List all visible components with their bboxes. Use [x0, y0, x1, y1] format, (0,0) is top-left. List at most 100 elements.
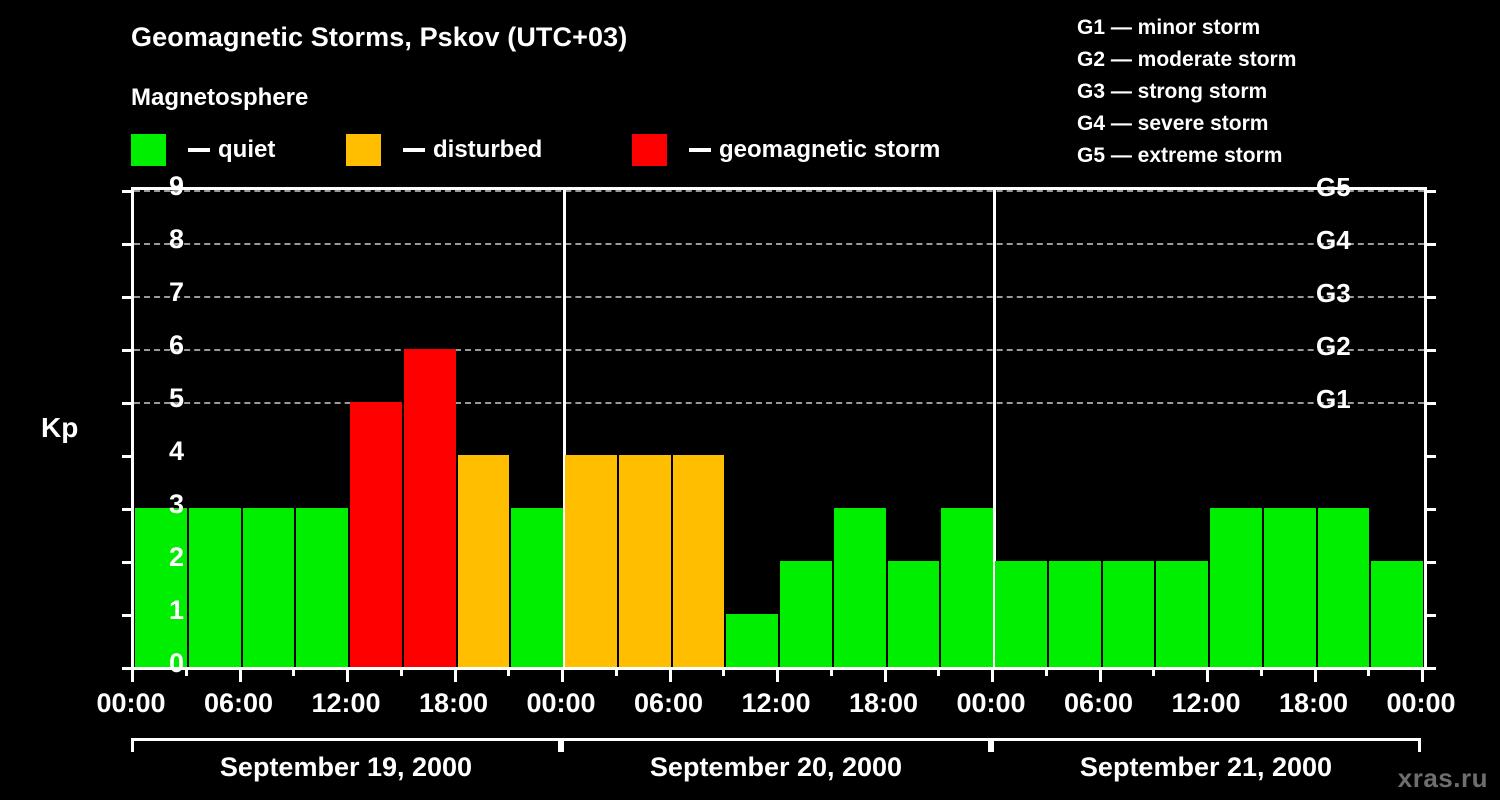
- gscale-row-g5: G5 — extreme storm: [1077, 143, 1283, 167]
- x-axis-label: 12:00: [1171, 688, 1241, 718]
- x-axis-label: 00:00: [1386, 688, 1456, 718]
- legend-entry-quiet: quiet: [131, 133, 275, 167]
- x-tick: [1098, 667, 1102, 682]
- y-tick-right-6: [1424, 349, 1436, 352]
- y-axis-label-0: 0: [168, 648, 184, 678]
- bar: [941, 508, 993, 667]
- y-axis-label-2: 2: [168, 542, 184, 572]
- x-tick: [991, 667, 994, 682]
- y-tick-9: [122, 190, 134, 193]
- x-tick: [1152, 667, 1156, 676]
- legend-swatch-quiet-icon: [131, 134, 166, 166]
- day-separator: [992, 190, 996, 667]
- subtitle-magnetosphere: Magnetosphere: [131, 84, 309, 111]
- date-bracket: [131, 738, 561, 752]
- y-tick-1: [122, 614, 134, 617]
- date-label: September 19, 2000: [219, 752, 473, 782]
- bar: [403, 349, 456, 667]
- x-tick: [614, 667, 618, 676]
- x-tick: [561, 667, 564, 682]
- bar: [1317, 508, 1370, 667]
- y-tick-right-3: [1424, 508, 1436, 511]
- y-axis-label-3: 3: [168, 489, 184, 519]
- x-tick: [184, 667, 188, 676]
- gscale-row-g4: G4 — severe storm: [1077, 111, 1269, 135]
- y-tick-right-4: [1424, 455, 1436, 458]
- bar: [618, 455, 671, 667]
- bar: [672, 455, 725, 667]
- legend-entry-geomagnetic-storm: geomagnetic storm: [632, 133, 940, 167]
- x-axis-label: 00:00: [526, 688, 596, 718]
- g-scale-label-g5: G5: [1316, 172, 1351, 202]
- y-tick-right-5: [1424, 402, 1436, 405]
- y-tick-right-0: [1424, 667, 1436, 670]
- x-tick: [399, 667, 403, 676]
- legend-swatch-geomagnetic-storm-icon: [632, 134, 667, 166]
- bar: [135, 508, 187, 667]
- y-axis-label-5: 5: [168, 383, 184, 413]
- legend-entry-disturbed: disturbed: [346, 133, 542, 167]
- x-tick: [453, 667, 457, 682]
- x-tick: [1259, 667, 1263, 676]
- y-tick-7: [122, 296, 134, 299]
- x-tick: [776, 667, 779, 682]
- x-tick: [1313, 667, 1317, 682]
- bar: [1371, 561, 1423, 667]
- bar: [188, 508, 241, 667]
- x-tick: [722, 667, 726, 676]
- y-tick-8: [122, 243, 134, 246]
- x-axis-label: 00:00: [96, 688, 166, 718]
- x-tick: [1367, 667, 1371, 676]
- bar: [833, 508, 886, 667]
- y-tick-right-9: [1424, 190, 1436, 193]
- x-tick: [292, 667, 296, 676]
- x-axis-label: 06:00: [633, 688, 704, 718]
- bar: [1102, 561, 1155, 667]
- bar: [995, 561, 1047, 667]
- g-scale-label-g3: G3: [1316, 278, 1351, 308]
- x-tick: [1206, 667, 1209, 682]
- bar: [1263, 508, 1316, 667]
- gridline-kp-9: [134, 190, 1424, 192]
- y-tick-2: [122, 561, 134, 564]
- chart-plot-area: [122, 187, 1436, 670]
- x-axis-label: 00:00: [956, 688, 1026, 718]
- y-axis-label-1: 1: [168, 595, 184, 625]
- x-tick: [131, 667, 134, 682]
- page-title: Geomagnetic Storms, Pskov (UTC+03): [131, 22, 628, 52]
- bar: [1156, 561, 1208, 667]
- x-axis-label: 06:00: [1063, 688, 1134, 718]
- bar: [457, 455, 510, 667]
- legend-dash-icon: [403, 148, 425, 152]
- y-axis-label-6: 6: [168, 330, 184, 360]
- watermark: xras.ru: [1397, 763, 1488, 793]
- y-axis-label-8: 8: [168, 224, 184, 254]
- y-tick-right-2: [1424, 561, 1436, 564]
- bar: [511, 508, 563, 667]
- y-tick-0: [122, 667, 134, 670]
- x-tick: [238, 667, 242, 682]
- y-axis-label-4: 4: [168, 436, 184, 466]
- x-tick: [1044, 667, 1048, 676]
- bar: [887, 561, 940, 667]
- y-axis-label-9: 9: [168, 171, 184, 201]
- legend-swatch-disturbed-icon: [346, 134, 381, 166]
- y-axis-title: Kp: [41, 412, 79, 443]
- x-tick: [829, 667, 833, 676]
- gscale-legend: G1 — minor storm G2 — moderate storm G3 — …: [1077, 12, 1296, 172]
- plot-inner: [122, 190, 1436, 670]
- day-separator: [562, 190, 566, 667]
- gridline-kp-8: [134, 243, 1424, 245]
- y-tick-right-1: [1424, 614, 1436, 617]
- y-tick-5: [122, 402, 134, 405]
- legend-label: disturbed: [433, 136, 543, 163]
- y-tick-6: [122, 349, 134, 352]
- legend-dash-icon: [689, 148, 711, 152]
- gridline-kp-5: [134, 402, 1424, 404]
- bar: [565, 455, 617, 667]
- bar: [1048, 561, 1101, 667]
- legend-label: quiet: [218, 136, 276, 163]
- x-tick: [668, 667, 672, 682]
- y-axis-label-7: 7: [168, 277, 184, 307]
- bar: [242, 508, 295, 667]
